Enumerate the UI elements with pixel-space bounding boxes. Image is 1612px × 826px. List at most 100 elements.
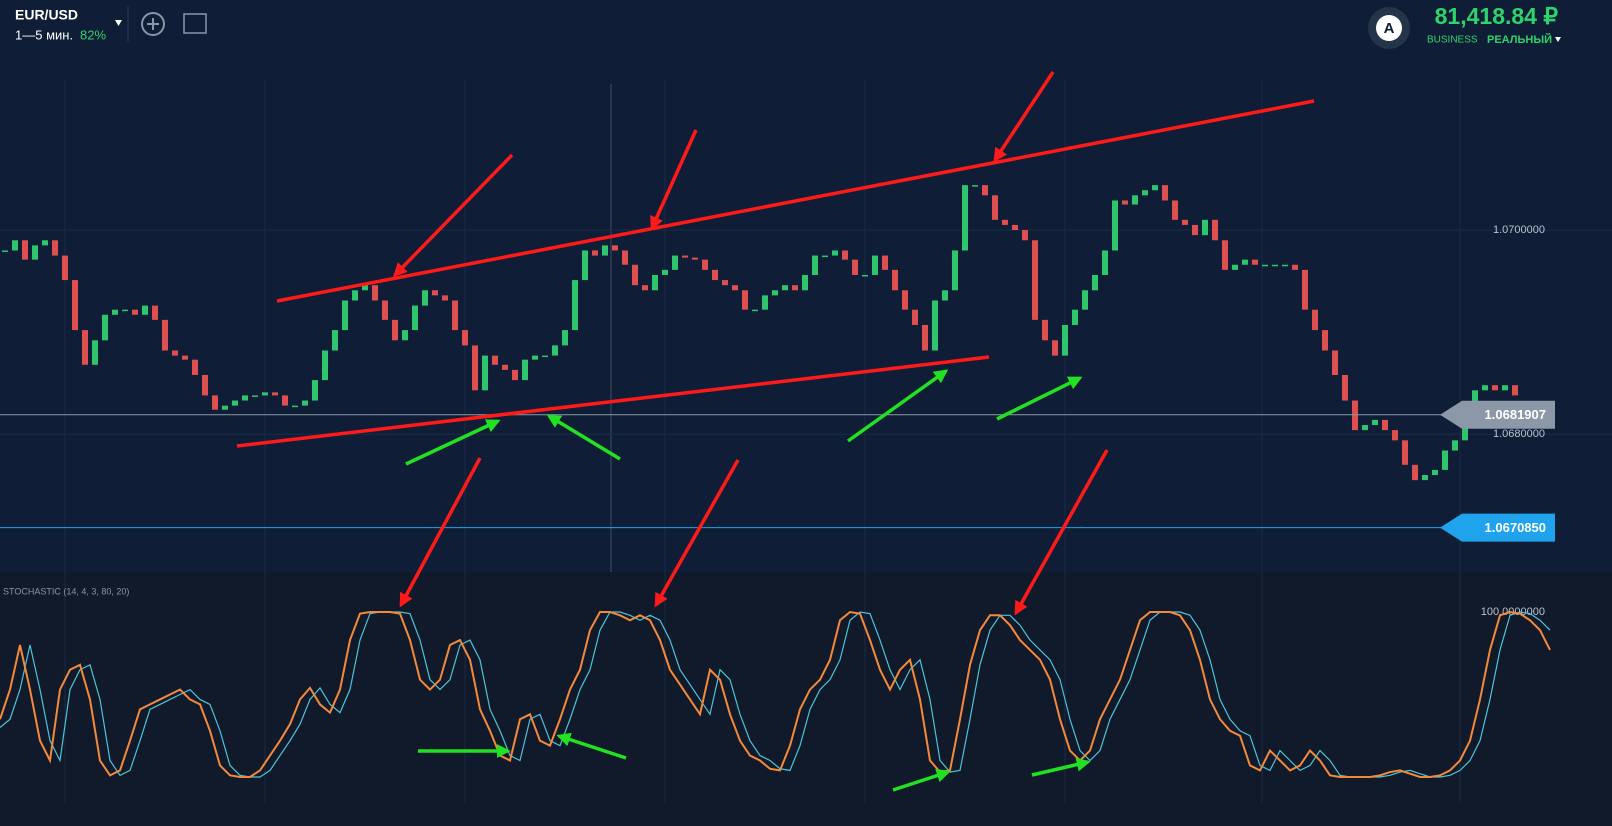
candle <box>1362 425 1368 431</box>
candle <box>682 255 688 258</box>
add-button[interactable] <box>141 12 165 36</box>
candle <box>1232 264 1238 270</box>
candle <box>12 240 18 251</box>
candle <box>922 324 928 351</box>
candle <box>952 250 958 291</box>
candle <box>782 285 788 291</box>
candle <box>722 280 728 286</box>
trendlines <box>236 99 1315 448</box>
candle <box>892 269 898 291</box>
candle <box>332 330 338 351</box>
candle <box>192 359 198 375</box>
candle <box>1082 290 1088 310</box>
candle <box>742 290 748 310</box>
candle <box>1112 200 1118 251</box>
candle <box>1042 319 1048 341</box>
candle <box>412 305 418 331</box>
candle <box>982 185 988 196</box>
candle <box>2 250 8 252</box>
timeframe[interactable]: 1—5 мин. <box>15 27 73 42</box>
candle <box>622 250 628 265</box>
candle <box>492 355 498 365</box>
candle <box>862 274 868 277</box>
candle <box>822 255 828 258</box>
candle <box>772 290 778 296</box>
candle <box>672 255 678 270</box>
candle <box>912 309 918 325</box>
candle <box>802 274 808 291</box>
green-arrows <box>405 369 1091 792</box>
candle <box>302 400 308 406</box>
candle <box>422 290 428 306</box>
candle <box>1252 259 1258 265</box>
candle <box>1282 264 1288 267</box>
indicator-title: STOCHASTIC (14, 4, 3, 80, 20) <box>3 586 129 596</box>
candle <box>1392 430 1398 441</box>
candle <box>702 259 708 270</box>
dropdown-icon[interactable] <box>1555 37 1561 42</box>
candle <box>752 309 758 312</box>
candle <box>592 250 598 256</box>
candle <box>362 285 368 291</box>
candle <box>172 350 178 356</box>
candle <box>552 345 558 356</box>
candle <box>1412 464 1418 481</box>
grid <box>64 80 1461 803</box>
dropdown-icon[interactable] <box>115 20 122 26</box>
candle <box>1132 195 1138 205</box>
candle <box>1162 185 1168 201</box>
candle <box>472 345 478 391</box>
candle <box>1422 475 1428 481</box>
layout-button[interactable] <box>183 13 207 34</box>
y-tick-label: 1.0680000 <box>1493 428 1545 440</box>
candle <box>232 400 238 406</box>
candle <box>1002 219 1008 225</box>
candle <box>282 395 288 406</box>
candle <box>1062 324 1068 356</box>
account-mode[interactable]: РЕАЛЬНЫЙ <box>1487 33 1552 46</box>
candle <box>712 269 718 281</box>
candle <box>312 380 318 401</box>
candle <box>532 355 538 360</box>
candle <box>252 395 258 397</box>
candle <box>832 250 838 256</box>
price-tag <box>1440 400 1555 429</box>
candle <box>1312 309 1318 331</box>
candle <box>1262 264 1268 267</box>
price-tag-label: 1.0670850 <box>1485 520 1546 535</box>
avatar[interactable] <box>1376 15 1402 41</box>
candle <box>1152 185 1158 191</box>
pair[interactable]: EUR/USD <box>15 7 78 23</box>
candle <box>212 395 218 410</box>
candle <box>132 309 138 315</box>
candle <box>1342 374 1348 401</box>
candle <box>1352 400 1358 431</box>
candle <box>22 240 28 260</box>
candle <box>482 355 488 391</box>
candle <box>62 255 68 281</box>
candle <box>1292 264 1298 270</box>
candle <box>992 195 998 220</box>
price-tag-label: 1.0681907 <box>1485 407 1546 422</box>
candle <box>292 405 298 408</box>
candle <box>1492 385 1498 391</box>
candle <box>1022 230 1028 241</box>
candle <box>112 309 118 315</box>
candle <box>262 392 268 396</box>
candle <box>92 340 98 365</box>
candle <box>402 330 408 341</box>
candle <box>42 240 48 246</box>
candle <box>452 300 458 331</box>
candle <box>1172 200 1178 220</box>
candle <box>932 300 938 351</box>
candle <box>352 290 358 301</box>
candle <box>1052 340 1058 356</box>
candle <box>462 330 468 346</box>
avatar-letter: A <box>1384 20 1395 37</box>
balance[interactable]: 81,418.84 ₽ <box>1435 3 1559 29</box>
candle <box>72 280 78 331</box>
candle <box>632 264 638 286</box>
candle <box>852 259 858 275</box>
